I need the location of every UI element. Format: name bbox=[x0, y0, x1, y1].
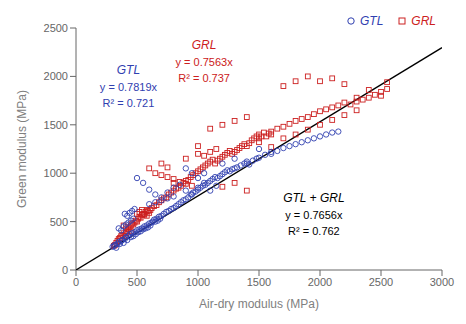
svg-text:y = 0.7563x: y = 0.7563x bbox=[176, 56, 234, 68]
svg-text:GTL + GRL: GTL + GRL bbox=[283, 191, 344, 205]
svg-text:1500: 1500 bbox=[247, 276, 271, 288]
svg-text:Air-dry modulus (MPa): Air-dry modulus (MPa) bbox=[199, 297, 319, 311]
svg-text:500: 500 bbox=[50, 216, 68, 228]
svg-text:0: 0 bbox=[62, 264, 68, 276]
html-text:GRL: GRL bbox=[411, 14, 436, 28]
svg-text:2500: 2500 bbox=[44, 22, 68, 34]
svg-text:R² = 0.721: R² = 0.721 bbox=[103, 97, 155, 109]
html-text:GTL: GTL bbox=[360, 14, 384, 28]
svg-text:500: 500 bbox=[128, 276, 146, 288]
svg-text:2000: 2000 bbox=[44, 70, 68, 82]
svg-text:1500: 1500 bbox=[44, 119, 68, 131]
svg-text:0: 0 bbox=[73, 276, 79, 288]
svg-text:y = 0.7656x: y = 0.7656x bbox=[285, 209, 343, 221]
svg-text:GTL: GTL bbox=[117, 63, 140, 77]
svg-text:2500: 2500 bbox=[369, 276, 393, 288]
svg-text:1000: 1000 bbox=[44, 167, 68, 179]
svg-text:2000: 2000 bbox=[308, 276, 332, 288]
svg-text:R² = 0.762: R² = 0.762 bbox=[288, 225, 340, 237]
svg-text:1000: 1000 bbox=[186, 276, 210, 288]
svg-text:R² = 0.737: R² = 0.737 bbox=[178, 72, 230, 84]
svg-text:GRL: GRL bbox=[192, 38, 217, 52]
svg-text:3000: 3000 bbox=[430, 276, 454, 288]
svg-text:y = 0.7819x: y = 0.7819x bbox=[100, 81, 158, 93]
svg-text:Green modulus (MPa): Green modulus (MPa) bbox=[15, 90, 29, 208]
